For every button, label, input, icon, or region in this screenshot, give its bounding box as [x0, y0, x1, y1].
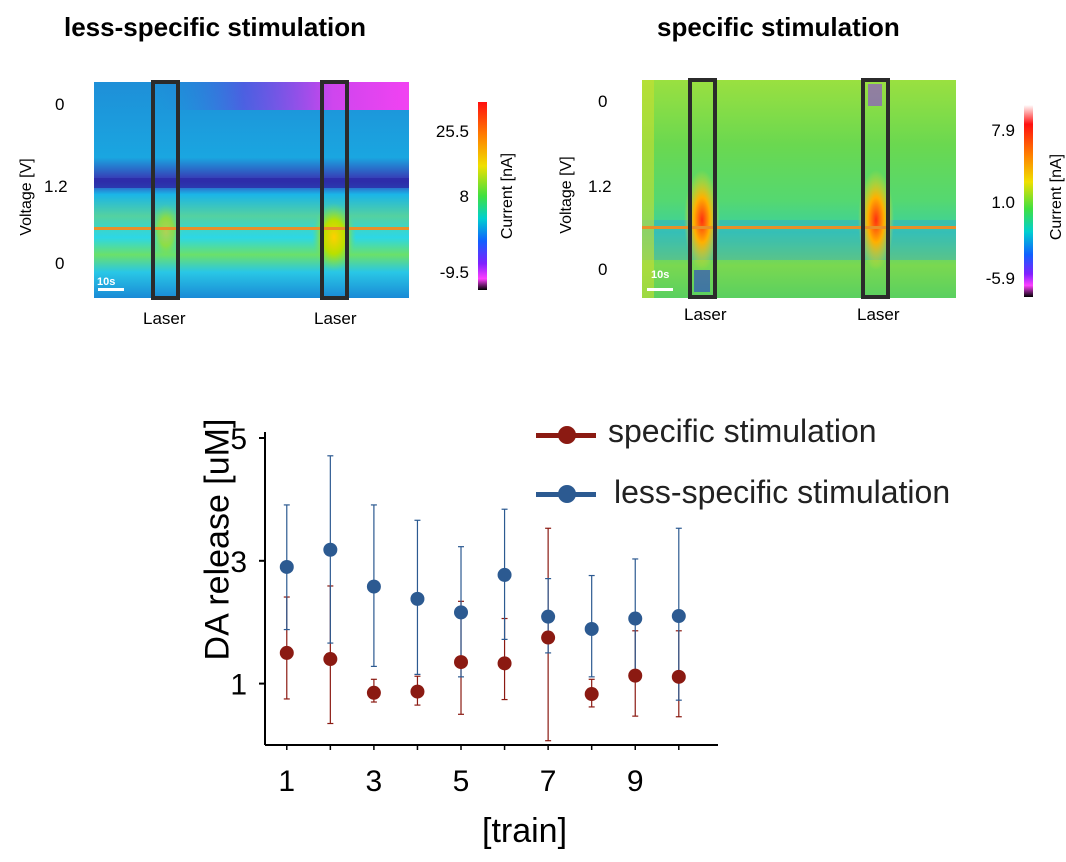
- legend-marker-specific: [558, 426, 576, 444]
- panel-a-colorbar-tick-mid: 8: [459, 187, 469, 206]
- data-point: [454, 605, 469, 620]
- data-point: [410, 684, 425, 699]
- panel-b-colorbar: [1024, 105, 1033, 297]
- data-point: [454, 655, 469, 670]
- x-tick-label: 5: [453, 765, 470, 798]
- panel-b-laser-box-1: [688, 78, 717, 299]
- panel-a-voltage-tick-top: 0: [55, 95, 65, 114]
- data-point: [671, 609, 686, 624]
- panel-b-colorbar-label: Current [nA]: [1048, 153, 1065, 241]
- data-point: [323, 652, 338, 667]
- data-point: [279, 559, 294, 574]
- panel-b-voltage-tick-top: 0: [598, 92, 608, 111]
- data-point: [628, 668, 643, 683]
- data-point: [628, 611, 643, 626]
- panel-a-heatmap: [94, 82, 409, 298]
- panel-b-laser-label-2: Laser: [857, 305, 900, 324]
- panel-a-voltage-tick-bottom: 0: [55, 254, 65, 273]
- panel-b-voltage-tick-mid: 1.2: [588, 177, 612, 196]
- panel-a-laser-box-1: [151, 80, 180, 300]
- data-point: [279, 645, 294, 660]
- panel-a-colorbar-label: Current [nA]: [499, 152, 516, 240]
- panel-a-colorbar-tick-high: 25.5: [435, 122, 469, 141]
- panel-b-laser-label-1: Laser: [684, 305, 727, 324]
- panel-a-laser-label-1: Laser: [143, 309, 186, 328]
- x-tick-label: 7: [540, 765, 557, 798]
- data-point: [541, 630, 556, 645]
- data-point: [366, 579, 381, 594]
- data-point: [584, 621, 599, 636]
- panel-b-laser-box-2: [861, 78, 890, 299]
- panel-a-voltage-label: Voltage [V]: [18, 158, 35, 236]
- panel-a-colorbar-tick-low: -9.5: [439, 263, 469, 282]
- panel-a-title: less-specific stimulation: [64, 12, 366, 42]
- panel-b-voltage-tick-bottom: 0: [598, 260, 608, 279]
- x-tick-label: 1: [278, 765, 295, 798]
- panel-b-voltage-label: Voltage [V]: [558, 156, 575, 234]
- panel-b-heatmap: [642, 80, 956, 298]
- panel-b-scale-label: 10s: [651, 269, 670, 281]
- legend-marker-less-specific: [558, 485, 576, 503]
- data-point: [497, 567, 512, 582]
- x-tick-label: 9: [627, 765, 644, 798]
- panel-b-colorbar-tick-mid: 1.0: [991, 193, 1015, 212]
- panel-b-title: specific stimulation: [657, 12, 900, 42]
- data-point: [671, 669, 686, 684]
- panel-a-scale-label: 10s: [97, 276, 116, 288]
- panel-b-colorbar-tick-low: -5.9: [985, 269, 1015, 288]
- data-point: [410, 591, 425, 606]
- panel-a-laser-label-2: Laser: [314, 309, 357, 328]
- legend: specific stimulation less-specific stimu…: [530, 410, 1020, 520]
- panel-a-voltage-tick-mid: 1.2: [44, 177, 68, 196]
- data-point: [497, 656, 512, 671]
- data-point: [366, 685, 381, 700]
- legend-label-less-specific: less-specific stimulation: [614, 474, 951, 510]
- legend-label-specific: specific stimulation: [608, 413, 877, 449]
- data-point: [584, 687, 599, 702]
- data-point: [323, 542, 338, 557]
- chart-y-axis-label: DA release [uM]: [198, 418, 237, 661]
- chart-x-axis-label: [train]: [482, 812, 568, 850]
- panel-a-colorbar: [478, 102, 487, 290]
- data-point: [541, 609, 556, 624]
- panel-b-colorbar-tick-high: 7.9: [991, 121, 1015, 140]
- x-tick-label: 3: [366, 765, 383, 798]
- panel-a-laser-box-2: [320, 80, 349, 300]
